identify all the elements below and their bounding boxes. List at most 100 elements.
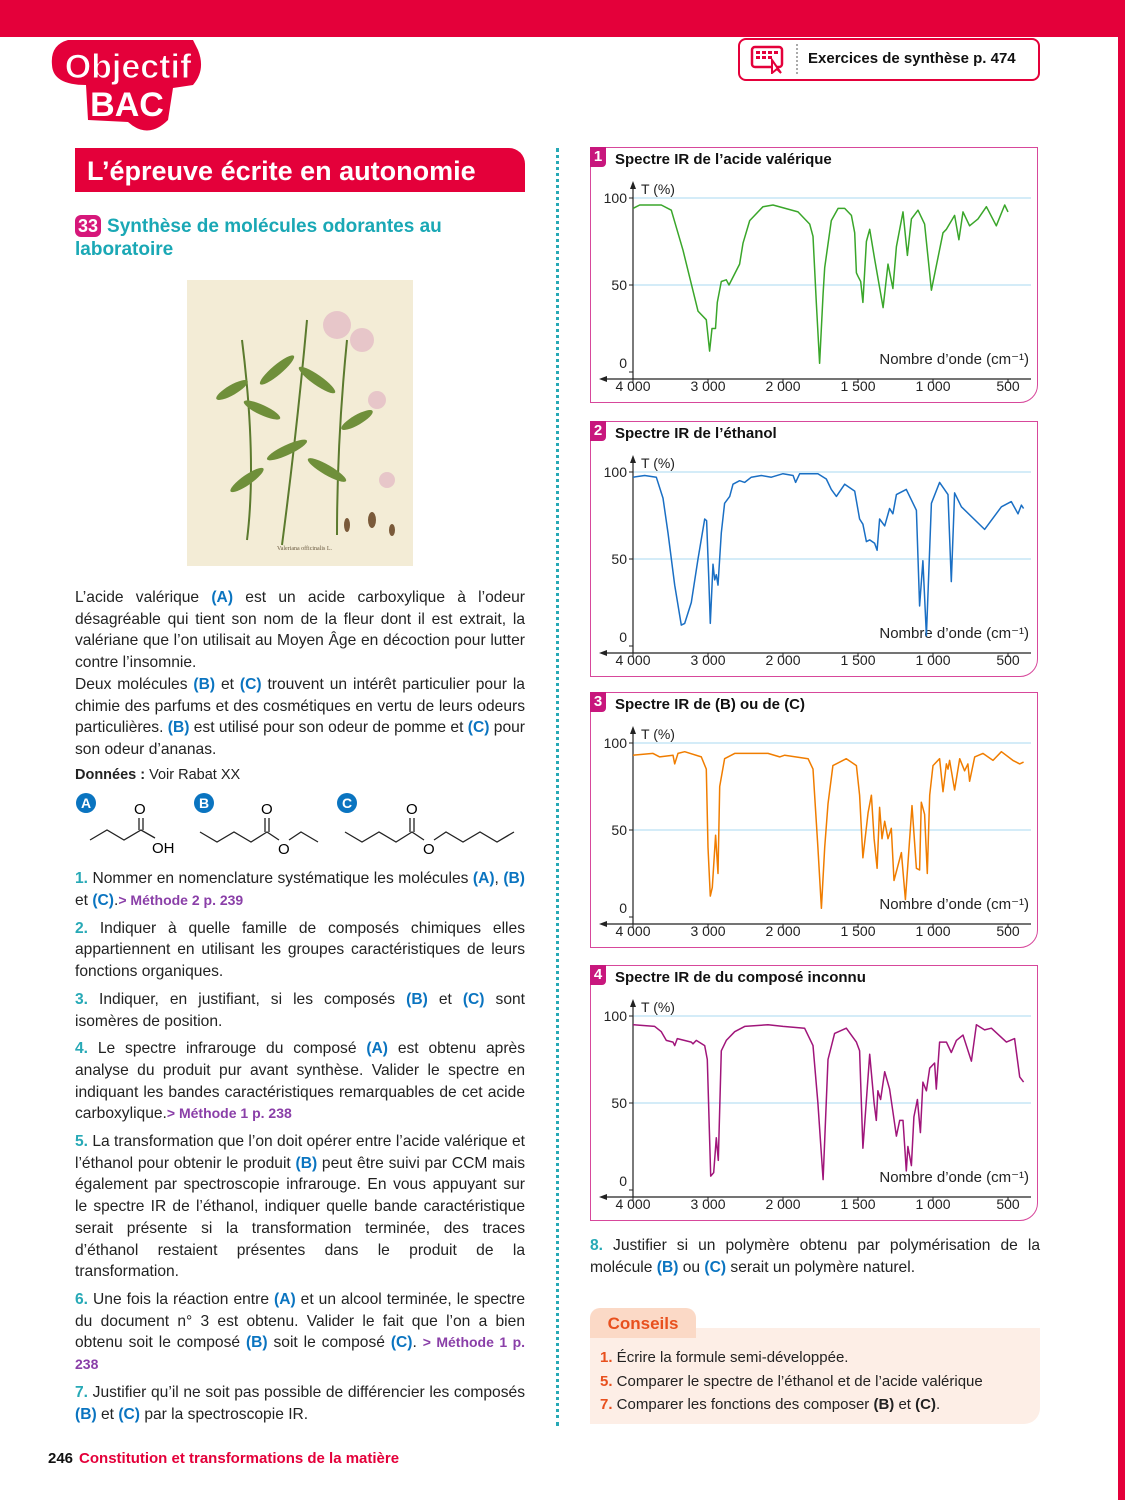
text-segment: La transformation que l’on doit opérer e… [75, 1133, 525, 1172]
item-number: 1. [75, 870, 89, 888]
question-3: 3. Indiquer, en justifiant, si les compo… [75, 989, 525, 1032]
text-segment: est obtenu après analyse du produit pur … [75, 1040, 525, 1123]
badge-divider [796, 44, 798, 74]
y-axis-label: T (%) [641, 181, 675, 197]
y-axis-arrow-icon [630, 726, 636, 734]
x-tick-label: 1 500 [840, 923, 875, 939]
intro-paragraph-1: L’acide valérique (A) est un acide carbo… [75, 587, 525, 674]
y-tick-label: 100 [604, 190, 628, 206]
x-tick-label: 500 [996, 652, 1020, 668]
y-tick-label: 50 [611, 551, 627, 567]
exercise-number: 33 [75, 215, 102, 237]
text-segment: sont isomères de position. [75, 990, 525, 1030]
molecule-reference: (C) [92, 892, 114, 910]
molecule-reference: (C) [704, 1258, 727, 1276]
molecule-reference: (A) [472, 870, 495, 888]
item-number: 2. [75, 919, 89, 937]
objectif-bac-logo: Objectif BAC [51, 40, 202, 131]
y-tick-label: 0 [619, 355, 627, 371]
x-tick-label: 3 000 [690, 652, 725, 668]
x-axis-label: Nombre d’onde (cm⁻¹) [879, 896, 1029, 913]
molecule-reference: (B) [75, 1405, 97, 1423]
molecule-reference: (C) [462, 990, 485, 1008]
x-tick-label: 4 000 [615, 378, 650, 394]
logo-word-1: Objectif [65, 48, 192, 86]
text-segment: et [894, 1396, 916, 1413]
atom-o: O [134, 801, 146, 818]
method-link[interactable]: > Méthode 2 p. 239 [118, 892, 244, 909]
method-link[interactable]: > Méthode 1 p. 238 [166, 1105, 292, 1122]
x-tick-label: 2 000 [765, 923, 800, 939]
text-segment: Voir Rabat XX [145, 766, 241, 783]
spectrum-line [632, 1023, 1025, 1181]
chart-title: Spectre IR de l’acide valérique [615, 151, 832, 168]
y-axis-label: T (%) [641, 455, 675, 471]
right-edge-bar [1118, 0, 1125, 1500]
document-number: 2 [590, 421, 606, 441]
x-tick-label: 4 000 [615, 1196, 650, 1212]
question-4: 4. Le spectre infrarouge du composé (A) … [75, 1038, 525, 1125]
x-tick-label: 1 000 [915, 1196, 950, 1212]
molecule-reference: (B) [245, 1334, 268, 1352]
molecule-b: B O O [194, 793, 319, 858]
item-number: 7. [600, 1396, 613, 1413]
text-segment: Justifier qu’il ne soit pas possible de … [88, 1383, 525, 1401]
text-segment: est un acide carboxylique à l’odeur désa… [75, 589, 525, 672]
conseils-list: 1. Écrire la formule semi-développée. 5.… [600, 1346, 1030, 1417]
x-tick-label: 1 000 [915, 923, 950, 939]
chapter-title: Constitution et transformations de la ma… [79, 1450, 400, 1467]
molecule-structures: A O OH B O O C O O [76, 793, 515, 858]
item-number: 5. [75, 1133, 89, 1151]
x-axis-label: Nombre d’onde (cm⁻¹) [879, 351, 1029, 368]
chart-title: Spectre IR de du composé inconnu [615, 969, 866, 986]
molecule-reference: (B) [167, 719, 190, 737]
text-segment: et un alcool terminée, le spectre du doc… [75, 1290, 525, 1352]
intro-paragraph-2: Deux molécules (B) et (C) trouvent un in… [75, 674, 525, 761]
text-segment: pour son odeur d’ananas. [75, 719, 525, 758]
document-number: 4 [590, 965, 606, 985]
y-tick-label: 50 [611, 822, 627, 838]
atom-o: O [278, 841, 290, 858]
molecule-reference: (B) [295, 1154, 318, 1172]
x-axis-arrow-icon [599, 921, 607, 927]
x-tick-label: 2 000 [765, 378, 800, 394]
document-number: 1 [590, 147, 606, 167]
molecule-reference: (B) [503, 870, 525, 888]
molecule-a: A O OH [76, 793, 175, 857]
ir-spectrum-panel-4: 100 50 0 4 000 3 000 2 000 1 500 1 000 500 T (%) N… [590, 965, 1038, 1221]
x-tick-label: 500 [996, 378, 1020, 394]
ir-spectrum-panel-2: 100 50 0 4 000 3 000 2 000 1 500 1 000 500 T (%) N… [590, 421, 1038, 677]
x-tick-label: 1 500 [840, 1196, 875, 1212]
exercise-heading: 33 Synthèse de molécules odorantes au lab… [75, 215, 525, 261]
computer-exercise-icon [750, 45, 784, 74]
x-tick-label: 2 000 [765, 652, 800, 668]
item-number: 7. [75, 1383, 89, 1401]
atom-o: O [423, 841, 435, 858]
molecule-reference: (B) [656, 1258, 679, 1276]
x-tick-label: 4 000 [615, 652, 650, 668]
text-segment: Indiquer à quelle famille de composés ch… [75, 919, 525, 981]
spectrum-line [632, 204, 1009, 365]
y-tick-label: 50 [611, 1095, 627, 1111]
molecule-c: C O O [337, 793, 515, 858]
method-link[interactable]: > Méthode 1 p. 238 [75, 1334, 526, 1373]
exercise-text: L’acide valérique (A) est un acide carbo… [75, 587, 525, 1431]
item-number: 5. [600, 1372, 613, 1390]
section-banner: L’épreuve écrite en autonomie [75, 148, 525, 192]
y-tick-label: 100 [604, 464, 628, 480]
exercises-link-badge[interactable]: Exercices de synthèse p. 474 [738, 38, 1040, 81]
text-segment: Le spectre infrarouge du composé [88, 1040, 367, 1058]
item-number: 3. [75, 990, 89, 1008]
y-tick-label: 0 [619, 629, 627, 645]
molecule-reference: (A) [274, 1290, 296, 1308]
x-tick-label: 3 000 [690, 378, 725, 394]
atom-o: O [406, 801, 418, 818]
x-axis-arrow-icon [599, 650, 607, 656]
molecule-reference: (C) [467, 719, 490, 737]
document-number: 3 [590, 692, 606, 712]
plant-caption: Valeriana officinalis L. [277, 545, 333, 552]
text-segment: et [427, 990, 463, 1008]
conseil-item: 5. Comparer le spectre de l’éthanol et d… [600, 1370, 1030, 1394]
x-tick-label: 3 000 [690, 923, 725, 939]
badge-label: Exercices de synthèse p. 474 [808, 50, 1016, 67]
